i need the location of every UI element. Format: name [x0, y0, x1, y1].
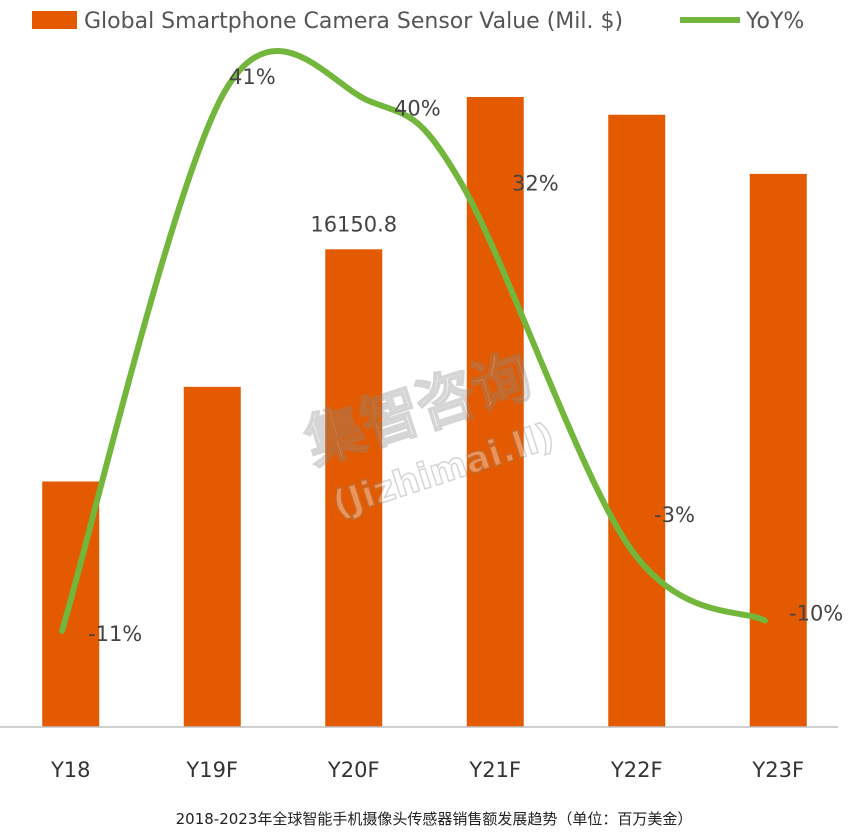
line-data-label: -10%	[789, 602, 843, 626]
line-data-labels: -11% 41% 40% 32% -3% -10%	[88, 65, 843, 646]
bar-y23f	[749, 173, 807, 727]
bar-y20f	[325, 249, 383, 727]
x-tick-label: Y22F	[610, 758, 663, 782]
bar-data-labels: 16150.8	[310, 212, 397, 236]
line-data-label: 41%	[229, 65, 276, 89]
chart-caption: 2018-2023年全球智能手机摄像头传感器销售额发展趋势（单位：百万美金）	[175, 810, 693, 828]
x-axis-ticks: Y18 Y19F Y20F Y21F Y22F Y23F	[50, 758, 804, 782]
x-tick-label: Y23F	[751, 758, 804, 782]
line-data-label: 40%	[394, 96, 441, 120]
line-data-label: -3%	[654, 503, 695, 527]
legend-bar-swatch	[32, 11, 77, 29]
x-tick-label: Y19F	[185, 758, 238, 782]
x-tick-label: Y20F	[327, 758, 380, 782]
legend-line-label: YoY%	[745, 9, 804, 34]
line-data-label: -11%	[88, 622, 142, 646]
x-tick-label: Y18	[50, 758, 91, 782]
bar-y22f	[608, 114, 666, 728]
x-tick-label: Y21F	[468, 758, 521, 782]
bar-y21f	[466, 97, 524, 727]
legend: Global Smartphone Camera Sensor Value (M…	[32, 9, 804, 34]
legend-bar-label: Global Smartphone Camera Sensor Value (M…	[84, 9, 623, 34]
yoy-line	[59, 48, 768, 634]
bar-y19f	[183, 386, 241, 727]
chart: Global Smartphone Camera Sensor Value (M…	[0, 9, 843, 782]
bar-series	[42, 97, 807, 728]
line-data-label: 32%	[512, 171, 559, 195]
bar-data-label: 16150.8	[310, 212, 397, 236]
